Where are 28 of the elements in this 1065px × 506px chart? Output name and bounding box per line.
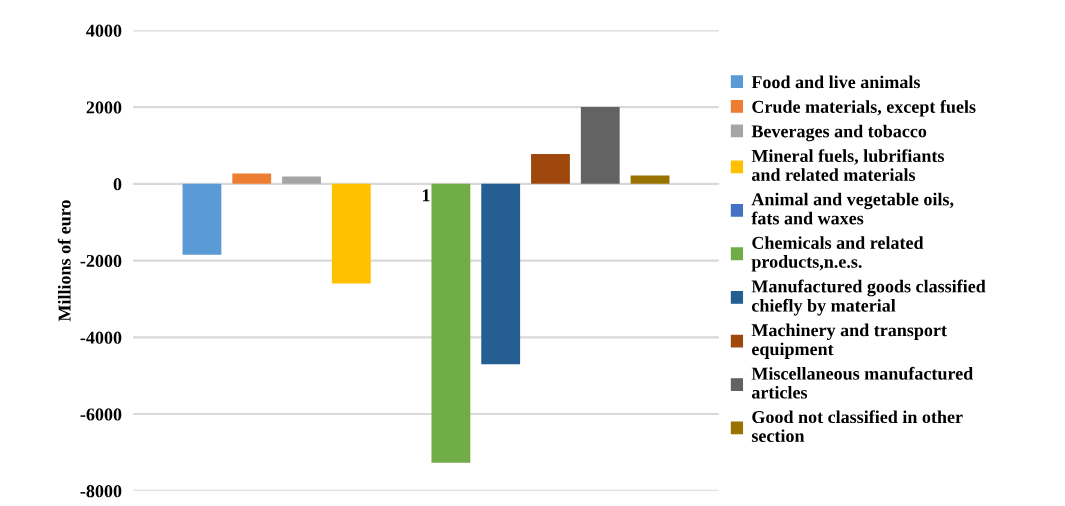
bar	[580, 107, 620, 184]
y-tick-label: -2000	[80, 254, 122, 268]
bar	[232, 173, 272, 184]
legend-label: Animal and vegetable oils, fats and waxes	[751, 192, 954, 225]
bar	[531, 153, 570, 184]
legend-label: Crude materials, except fuels	[752, 100, 976, 117]
y-tick-label: 4000	[86, 24, 122, 37]
legend-label: Miscellaneous manufactured articles	[751, 366, 974, 399]
y-tick-label: -8000	[80, 485, 122, 498]
y-tick-label: 2000	[86, 101, 122, 114]
bar	[630, 175, 670, 184]
y-tick-label: -4000	[80, 331, 122, 344]
legend-label: Manufactured goods classified chiefly by material	[751, 279, 986, 316]
y-axis-title: Millions of euro	[57, 200, 71, 322]
legend-label: Mineral fuels, lubrifiants and related materials	[751, 149, 945, 181]
bar	[331, 183, 371, 284]
legend-label: Good not classified in other section	[751, 410, 963, 442]
legend-label: Machinery and transport equipment	[751, 323, 947, 359]
bar	[182, 183, 222, 255]
x-tick-label: 1	[422, 189, 430, 202]
y-tick-label: 0	[113, 178, 122, 191]
legend-label: Beverages and tobacco	[751, 124, 927, 142]
legend-label: Chemicals and related products,n.e.s.	[751, 236, 924, 272]
bar	[282, 176, 321, 184]
bar	[431, 183, 471, 463]
legend-label: Food and live animals	[751, 75, 920, 89]
bar	[481, 183, 521, 365]
y-tick-label: -6000	[80, 408, 122, 421]
